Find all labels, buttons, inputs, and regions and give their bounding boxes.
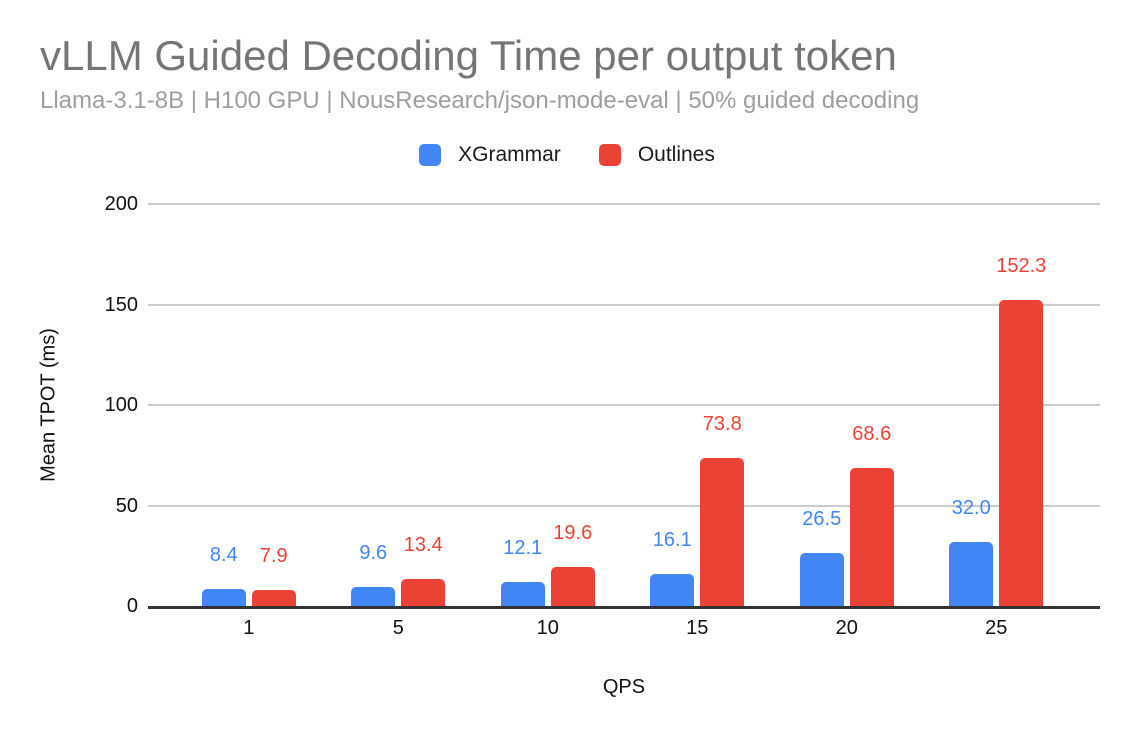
legend-item-xgrammar: XGrammar — [419, 143, 561, 167]
y-tick-label-150: 150 — [104, 293, 138, 316]
bar-pair: 12.1 19.6 — [500, 522, 595, 606]
legend-swatch-icon — [598, 144, 621, 166]
bar-group-qps-20: 26.5 68.6 — [772, 204, 922, 606]
bar-value-label: 73.8 — [702, 412, 742, 435]
x-tick-label-10: 10 — [536, 617, 559, 639]
x-tick-label-15: 15 — [686, 617, 709, 639]
bar-outlines-qps-20: 68.6 — [849, 423, 894, 606]
legend-label: Outlines — [637, 143, 715, 166]
bar-xgrammar-qps-10: 12.1 — [500, 537, 545, 606]
gridline-50 — [148, 504, 1100, 507]
bar-value-label: 32.0 — [951, 496, 991, 519]
bar-value-label: 12.1 — [503, 536, 543, 559]
y-tick-label-100: 100 — [104, 394, 138, 416]
bar-pair: 8.4 7.9 — [201, 544, 296, 606]
bar-value-label: 68.6 — [852, 423, 892, 446]
bar-xgrammar-qps-1: 8.4 — [201, 544, 246, 606]
bar-outlines-qps-5: 13.4 — [401, 534, 446, 606]
x-tick-label-1: 1 — [243, 617, 255, 639]
bar-xgrammar-qps-5: 9.6 — [351, 542, 396, 606]
bar-xgrammar-qps-25: 32.0 — [949, 497, 994, 606]
x-tick-label-20: 20 — [835, 617, 858, 639]
legend-item-outlines: Outlines — [598, 143, 715, 167]
chart-subtitle: Llama-3.1-8B | H100 GPU | NousResearch/j… — [40, 87, 920, 114]
bar-group-qps-5: 9.6 13.4 — [324, 204, 474, 606]
bar-value-label: 8.4 — [209, 544, 238, 567]
bar-group-qps-10: 12.1 19.6 — [473, 204, 623, 606]
bar-outlines-qps-1: 7.9 — [251, 545, 296, 606]
gridline-200 — [148, 203, 1100, 205]
bar-group-qps-15: 16.1 73.8 — [623, 204, 773, 606]
y-tick-label-0: 0 — [126, 595, 138, 617]
bar-group-qps-25: 32.0 152.3 — [922, 204, 1072, 606]
bar-value-label: 16.1 — [652, 528, 692, 551]
bar-pair: 16.1 73.8 — [650, 413, 745, 606]
y-tick-label-50: 50 — [115, 494, 138, 517]
chart-title: vLLM Guided Decoding Time per output tok… — [40, 32, 897, 79]
bar-pair: 26.5 68.6 — [799, 423, 894, 606]
bar-value-label: 7.9 — [259, 545, 288, 568]
bar-xgrammar-qps-15: 16.1 — [650, 529, 695, 606]
legend-swatch-icon — [419, 144, 442, 166]
x-axis-ticks: 1 5 10 15 20 25 — [174, 617, 1071, 640]
bar-outlines-qps-15: 73.8 — [700, 413, 745, 606]
gridline-100 — [148, 404, 1100, 406]
legend: XGrammar Outlines — [0, 143, 1134, 167]
bar-outlines-qps-25: 152.3 — [996, 255, 1046, 606]
bar-value-label: 13.4 — [403, 534, 443, 557]
x-tick-label-25: 25 — [985, 617, 1008, 639]
bar-pair: 32.0 152.3 — [949, 255, 1046, 606]
bar-pair: 9.6 13.4 — [351, 534, 446, 606]
bar-group-qps-1: 8.4 7.9 — [174, 204, 324, 606]
bar-outlines-qps-10: 19.6 — [550, 522, 595, 606]
bar-xgrammar-qps-20: 26.5 — [799, 508, 844, 606]
gridline-150 — [148, 303, 1100, 306]
bar-value-label: 19.6 — [553, 521, 593, 544]
y-tick-label-200: 200 — [104, 193, 138, 215]
legend-label: XGrammar — [458, 143, 561, 166]
bar-value-label: 9.6 — [359, 541, 388, 564]
x-axis-title: QPS — [602, 676, 646, 698]
bar-value-label: 152.3 — [996, 254, 1047, 277]
bars-row: 8.4 7.9 9.6 13.4 12.1 19.6 16.1 73.8 26.5 68.6 32.… — [174, 204, 1071, 606]
x-tick-label-5: 5 — [392, 617, 404, 639]
plot-area: 8.4 7.9 9.6 13.4 12.1 19.6 16.1 73.8 26.5 68.6 32.… — [148, 203, 1100, 609]
bar-value-label: 26.5 — [802, 507, 842, 530]
